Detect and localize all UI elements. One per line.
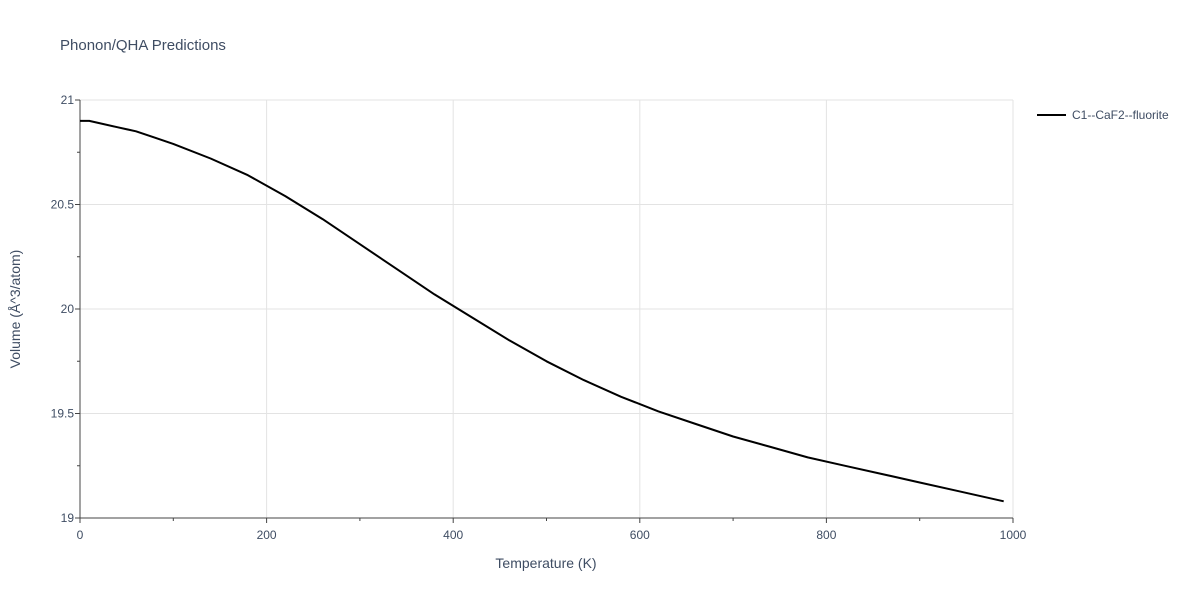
legend-label: C1--CaF2--fluorite xyxy=(1072,108,1169,122)
y-tick-label: 21 xyxy=(61,93,75,107)
x-axis-ticks: 0 200 400 600 800 1000 xyxy=(77,518,1027,542)
x-tick-label: 400 xyxy=(443,528,463,542)
x-tick-label: 800 xyxy=(816,528,836,542)
plot-series xyxy=(80,121,1004,501)
x-tick-label: 1000 xyxy=(1000,528,1027,542)
y-tick-label: 19.5 xyxy=(51,407,75,421)
y-tick-label: 19 xyxy=(61,511,75,525)
y-tick-label: 20 xyxy=(61,302,75,316)
x-tick-label: 0 xyxy=(77,528,84,542)
x-axis-title: Temperature (K) xyxy=(495,555,596,571)
legend[interactable]: C1--CaF2--fluorite xyxy=(1037,108,1169,122)
chart-title: Phonon/QHA Predictions xyxy=(60,37,226,54)
y-axis-ticks: 19 19.5 20 20.5 21 xyxy=(51,93,80,525)
series-line xyxy=(80,121,1004,501)
y-tick-label: 20.5 xyxy=(51,198,75,212)
x-tick-label: 200 xyxy=(257,528,277,542)
x-tick-label: 600 xyxy=(630,528,650,542)
y-axis-title: Volume (Å^3/atom) xyxy=(7,250,23,369)
